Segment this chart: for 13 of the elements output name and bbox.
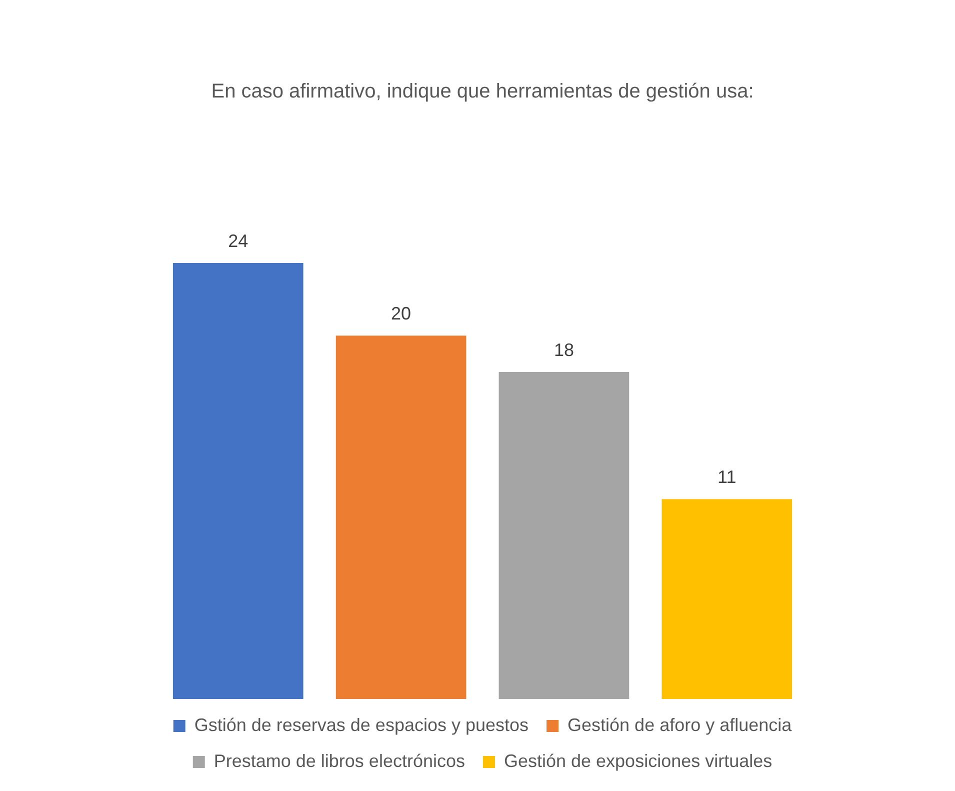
legend-label: Gestión de aforo y afluencia xyxy=(568,714,793,735)
bar xyxy=(498,372,630,699)
legend-label: Gestión de exposiciones virtuales xyxy=(504,750,772,771)
legend-label: Prestamo de libros electrónicos xyxy=(214,750,465,771)
bar xyxy=(662,499,792,699)
bar xyxy=(336,336,466,699)
data-label: 24 xyxy=(228,230,248,251)
data-label: 18 xyxy=(554,340,574,360)
data-label: 20 xyxy=(391,304,412,324)
legend-label: Gstión de reservas de espacios y puestos xyxy=(194,714,529,735)
data-label: 11 xyxy=(718,467,736,488)
chart-title: En caso afirmativo, indique que herramientas de gestión usa: xyxy=(211,80,754,103)
bar xyxy=(172,263,304,699)
